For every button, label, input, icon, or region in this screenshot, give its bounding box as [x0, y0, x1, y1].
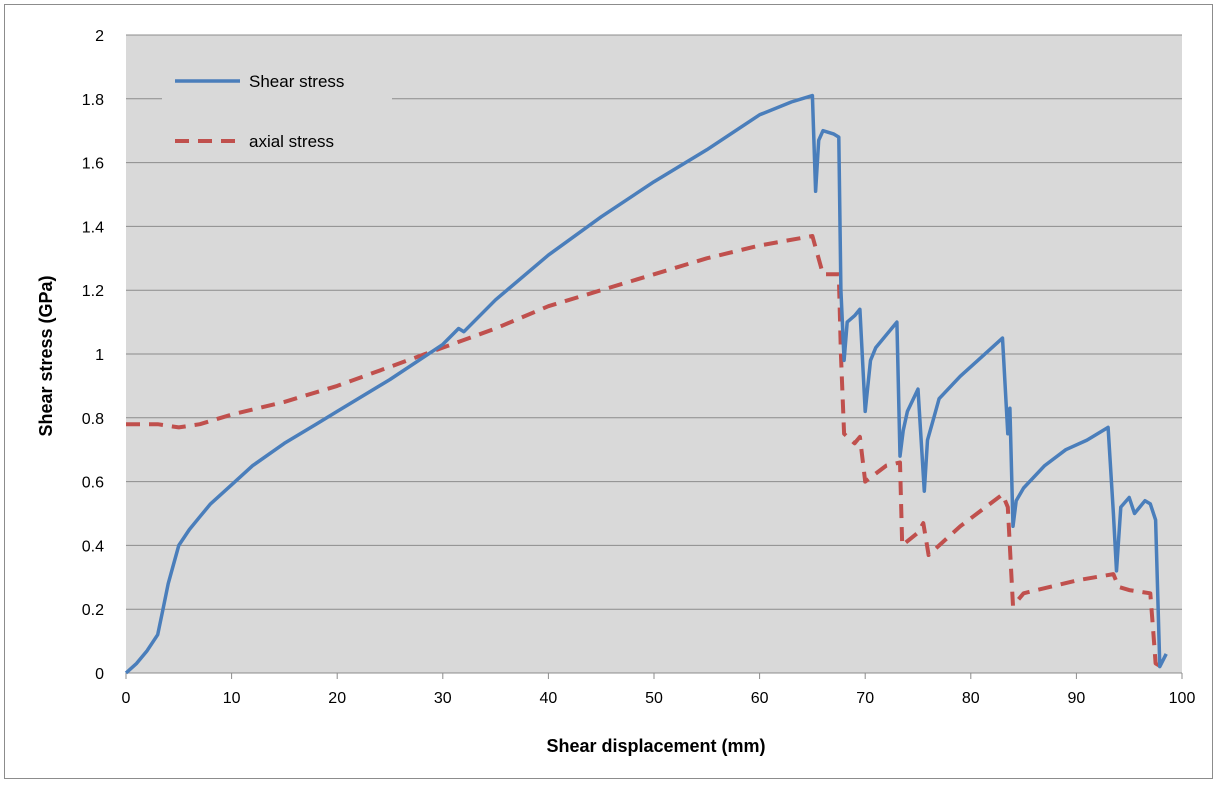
y-axis-title: Shear stress (GPa)	[36, 275, 56, 436]
y-tick-label: 2	[95, 28, 104, 45]
x-tick-label: 50	[645, 690, 663, 707]
y-tick-label: 1	[95, 347, 104, 364]
y-tick-label: 0.2	[82, 602, 104, 619]
y-tick-label: 1.6	[82, 156, 104, 173]
x-tick-label: 70	[856, 690, 874, 707]
x-tick-label: 40	[540, 690, 558, 707]
x-tick-label: 10	[223, 690, 241, 707]
y-tick-label: 1.8	[82, 92, 104, 109]
x-tick-label: 90	[1068, 690, 1086, 707]
series-line-shear-stress	[124, 93, 1168, 675]
x-axis-title: Shear displacement (mm)	[546, 736, 765, 756]
y-axis-ticks: 0 0.2 0.4 0.6 0.8 1 1.2 1.4 1.6 1.8 2	[82, 28, 104, 683]
legend: Shear stress axial stress	[175, 72, 344, 151]
y-tick-label: 1.2	[82, 283, 104, 300]
legend-label-shear-stress: Shear stress	[249, 72, 344, 91]
x-axis-ticks: 0 10 20 30 40 50 60 70 80 90 100	[122, 673, 1196, 707]
legend-label-axial-stress: axial stress	[249, 132, 334, 151]
x-tick-label: 80	[962, 690, 980, 707]
x-tick-label: 60	[751, 690, 769, 707]
y-tick-label: 0.8	[82, 411, 104, 428]
y-tick-label: 0.4	[82, 538, 104, 555]
x-tick-label: 100	[1169, 690, 1196, 707]
x-tick-label: 20	[328, 690, 346, 707]
legend-background	[162, 60, 392, 160]
y-tick-label: 0	[95, 666, 104, 683]
x-tick-label: 0	[122, 690, 131, 707]
series-layer	[124, 93, 1168, 675]
series-line-axial-stress	[126, 234, 1162, 669]
x-tick-label: 30	[434, 690, 452, 707]
y-tick-label: 0.6	[82, 475, 104, 492]
y-tick-label: 1.4	[82, 219, 104, 236]
